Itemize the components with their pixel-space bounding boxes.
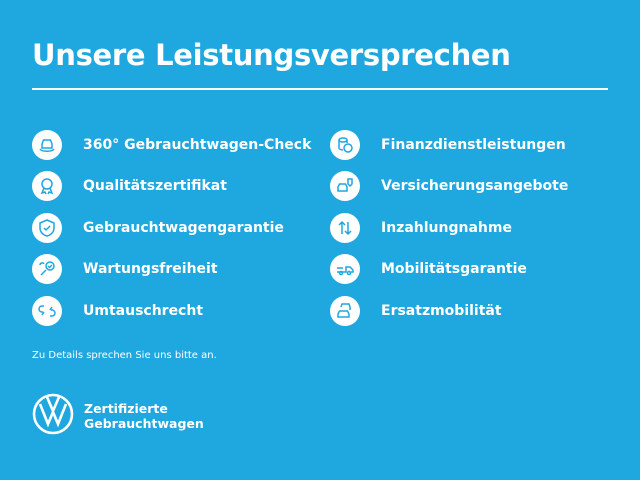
tow-truck-icon [330, 254, 360, 285]
arrows-up-down-icon [330, 212, 360, 243]
award-icon [32, 171, 62, 202]
item-label: Umtauschrecht [83, 302, 204, 319]
item-label: Gebrauchtwagengarantie [83, 219, 284, 236]
exchange-icon [32, 295, 62, 326]
list-item: Umtauschrecht [32, 290, 311, 332]
list-item: 360° Gebrauchtwagen-Check [32, 124, 311, 166]
item-label: Mobilitätsgarantie [381, 261, 527, 278]
divider [32, 88, 608, 90]
left-column: 360° Gebrauchtwagen-Check Qualitätszerti… [32, 124, 311, 332]
cars-icon [330, 295, 360, 326]
list-item: Versicherungsangebote [330, 166, 568, 208]
list-item: Ersatzmobilität [330, 290, 568, 332]
list-item: Gebrauchtwagengarantie [32, 207, 311, 249]
right-column: Finanzdienstleistungen Versicherungsange… [330, 124, 568, 332]
coins-icon [330, 129, 360, 160]
contact-note: Zu Details sprechen Sie uns bitte an. [32, 350, 217, 361]
car-check-icon [32, 129, 62, 160]
page-title: Unsere Leistungsversprechen [32, 38, 511, 72]
car-insurance-icon [330, 171, 360, 202]
item-label: Finanzdienstleistungen [381, 136, 566, 153]
wrench-check-icon [32, 254, 62, 285]
item-label: Qualitätszertifikat [83, 178, 227, 195]
brand-line-1: Zertifizierte [84, 401, 168, 416]
list-item: Finanzdienstleistungen [330, 124, 568, 166]
list-item: Inzahlungnahme [330, 207, 568, 249]
brand-line-2: Gebrauchtwagen [84, 416, 204, 431]
vw-logo [32, 393, 74, 435]
item-label: Wartungsfreiheit [83, 261, 218, 278]
item-label: Inzahlungnahme [381, 219, 512, 236]
item-label: Versicherungsangebote [381, 178, 569, 195]
list-item: Mobilitätsgarantie [330, 249, 568, 291]
list-item: Qualitätszertifikat [32, 166, 311, 208]
brand-text: Zertifizierte Gebrauchtwagen [84, 401, 204, 431]
item-label: 360° Gebrauchtwagen-Check [83, 136, 312, 153]
item-label: Ersatzmobilität [381, 302, 502, 319]
list-item: Wartungsfreiheit [32, 249, 311, 291]
shield-check-icon [32, 212, 62, 243]
